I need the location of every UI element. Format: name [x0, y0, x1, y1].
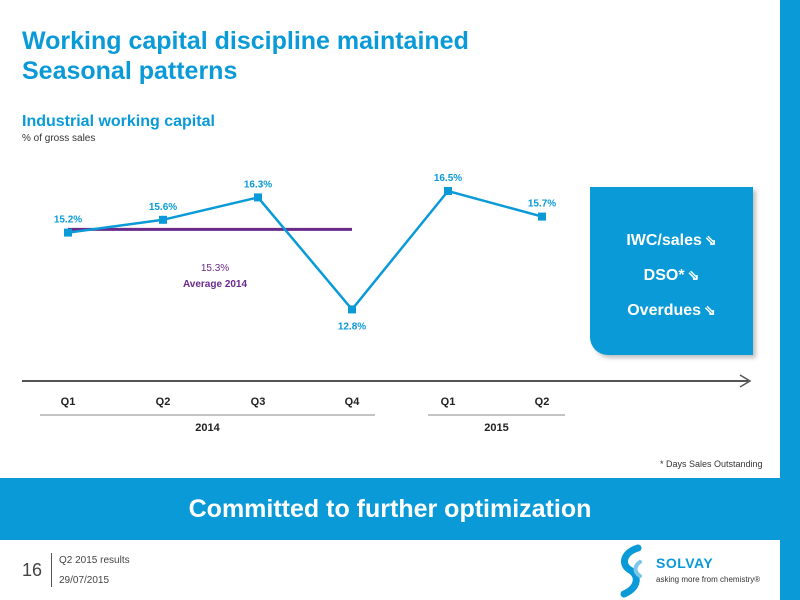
kpi-overdues: Overdues ⇘ [590, 302, 753, 320]
group-label-2015: 2015 [484, 422, 508, 434]
average-name-label: Average 2014 [183, 279, 248, 290]
x-tick-label: Q2 [535, 396, 550, 408]
slide-title: Working capital discipline maintained Se… [22, 26, 469, 86]
x-axis-arrowhead [739, 374, 752, 388]
arrow-down-right-icon: ⇘ [687, 267, 700, 283]
data-label: 16.3% [244, 179, 272, 190]
kpi-iwc-sales: IWC/sales ⇘ [590, 232, 753, 250]
data-label: 16.5% [434, 173, 462, 184]
group-label-2014: 2014 [195, 422, 220, 434]
kpi-label: DSO* [643, 267, 685, 284]
data-point [444, 187, 452, 195]
x-tick-label: Q1 [61, 396, 76, 408]
banner-text: Committed to further optimization [188, 494, 592, 523]
chart-title: Industrial working capital [22, 113, 215, 130]
series-line [67, 189, 543, 312]
footnote: * Days Sales Outstanding [660, 459, 763, 469]
data-label: 15.2% [54, 215, 82, 226]
page-number: 16 [22, 560, 43, 580]
data-label: 12.8% [338, 321, 366, 332]
data-point [348, 305, 356, 314]
data-point [64, 228, 72, 237]
solvay-logo: SOLVAY asking more from chemistry® [610, 542, 780, 600]
logo-tagline: asking more from chemistry® [656, 575, 761, 584]
x-tick-label: Q4 [345, 396, 361, 408]
data-point [538, 212, 546, 221]
data-point [254, 193, 262, 202]
chart-svg: Q1 Q2 Q3 Q4 Q1 Q2 2014 2015 15.3% Average 2014 15.… [22, 173, 752, 434]
footer-divider [51, 553, 52, 587]
report-name: Q2 2015 results [59, 555, 130, 566]
x-tick-label: Q3 [251, 396, 266, 408]
solvay-logo-icon [620, 544, 642, 598]
kpi-label: Overdues [627, 302, 702, 319]
chart-subtitle: % of gross sales [22, 133, 96, 144]
kpi-box: IWC/sales ⇘ DSO* ⇘ Overdues ⇘ [590, 187, 753, 355]
x-tick-label: Q2 [156, 396, 171, 408]
kpi-dso: DSO* ⇘ [590, 267, 753, 285]
data-label: 15.6% [149, 202, 177, 213]
x-tick-label: Q1 [441, 396, 456, 408]
data-point [159, 215, 167, 224]
average-value-label: 15.3% [201, 263, 229, 274]
arrow-down-right-icon: ⇘ [704, 232, 717, 248]
arrow-down-right-icon: ⇘ [704, 302, 716, 318]
report-date: 29/07/2015 [59, 575, 110, 586]
logo-name: SOLVAY [656, 555, 714, 571]
conclusion-banner: Committed to further optimization [0, 478, 780, 540]
slide-title-line2: Seasonal patterns [22, 57, 238, 85]
slide-title-line1: Working capital discipline maintained [22, 27, 469, 55]
kpi-label: IWC/sales [626, 232, 702, 249]
data-label: 15.7% [528, 199, 556, 210]
side-accent-bar [780, 0, 800, 600]
